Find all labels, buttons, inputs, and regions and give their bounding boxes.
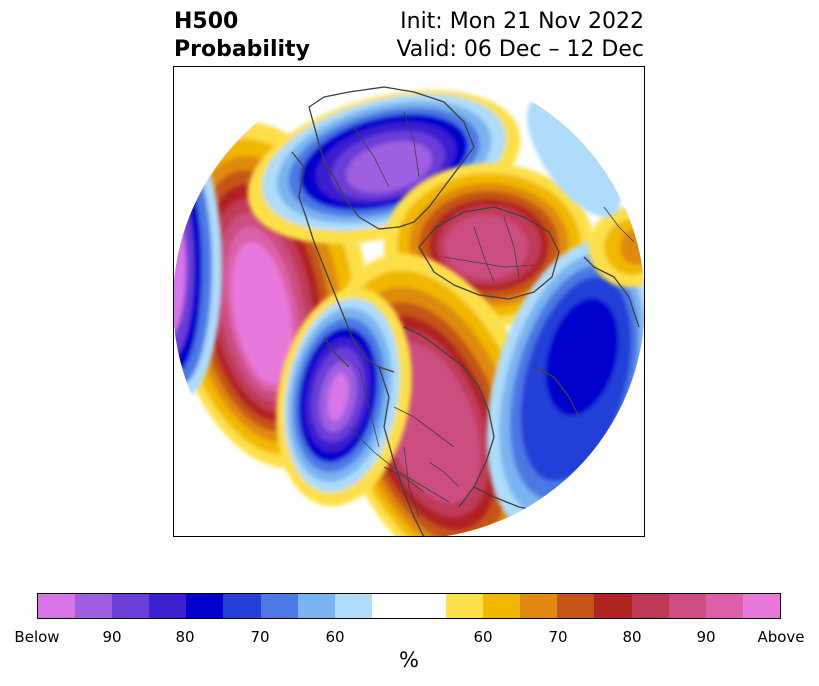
colorbar-segment — [38, 594, 76, 618]
colorbar-segment — [520, 594, 558, 618]
colorbar-segment — [705, 594, 743, 618]
colorbar-tick-label: 60 — [473, 628, 493, 646]
asia-above-anomaly — [589, 207, 644, 287]
siberia-below-anomaly — [526, 97, 622, 217]
colorbar-segment — [668, 594, 706, 618]
probability-map — [174, 67, 644, 536]
colorbar-tick-label: 90 — [102, 628, 122, 646]
colorbar-segment — [557, 594, 595, 618]
title-variable: H500 — [174, 9, 239, 34]
colorbar-segment — [631, 594, 669, 618]
coastlines — [233, 86, 644, 536]
valid-dates: Valid: 06 Dec – 12 Dec — [396, 37, 644, 62]
colorbar-tick-label: 80 — [622, 628, 642, 646]
init-date: Init: Mon 21 Nov 2022 — [400, 9, 644, 34]
colorbar-segment — [297, 594, 335, 618]
colorbar-segment — [223, 594, 261, 618]
chart-title: H500 Probability — [174, 8, 310, 64]
colorbar-segment — [371, 594, 409, 618]
colorbar-tick-label: 60 — [325, 628, 345, 646]
colorbar-segment — [186, 594, 224, 618]
colorbar-segment — [742, 594, 780, 618]
west-canada-below-anomaly — [276, 288, 412, 506]
title-product: Probability — [174, 37, 310, 62]
colorbar-tick-label: Above — [757, 628, 805, 646]
map-panel — [173, 66, 645, 537]
colorbar-segment — [149, 594, 187, 618]
colorbar-tick-label: 90 — [696, 628, 716, 646]
colorbar-segment — [260, 594, 298, 618]
colorbar-unit-label: % — [399, 648, 419, 672]
date-info: Init: Mon 21 Nov 2022 Valid: 06 Dec – 12… — [396, 8, 644, 64]
colorbar-segment — [594, 594, 632, 618]
colorbar-segment — [483, 594, 521, 618]
colorbar-tick-label: 70 — [548, 628, 568, 646]
colorbar-segment — [408, 594, 447, 618]
colorbar-segment — [112, 594, 150, 618]
colorbar-tick-label: 70 — [250, 628, 270, 646]
colorbar-segment — [75, 594, 113, 618]
colorbar — [37, 593, 781, 619]
colorbar-segment — [334, 594, 372, 618]
colorbar-segment — [446, 594, 484, 618]
colorbar-tick-label: 80 — [175, 628, 195, 646]
colorbar-tick-label: Below — [14, 628, 60, 646]
